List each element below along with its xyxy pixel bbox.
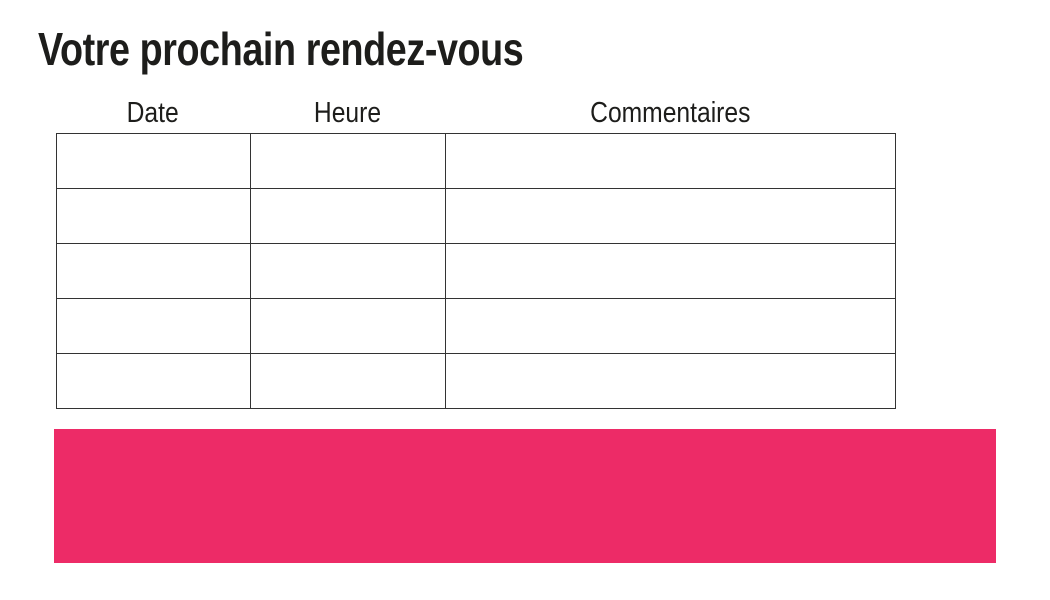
- table-cell-heure: [250, 133, 446, 189]
- table-row: [56, 243, 896, 299]
- table-cell-commentaires: [445, 298, 896, 354]
- table-row: [56, 298, 896, 354]
- column-header-date-label: Date: [126, 97, 180, 129]
- table-cell-heure: [250, 188, 446, 244]
- column-header-date: Date: [56, 96, 250, 130]
- table-cell-commentaires: [445, 188, 896, 244]
- table-cell-date: [56, 353, 251, 409]
- appointment-table-body: [56, 133, 896, 409]
- table-cell-date: [56, 188, 251, 244]
- page-title: Votre prochain rendez-vous: [38, 23, 524, 75]
- table-cell-heure: [250, 298, 446, 354]
- table-cell-date: [56, 243, 251, 299]
- column-header-commentaires-label: Commentaires: [589, 97, 751, 129]
- table-column-headers: Date Heure Commentaires: [56, 92, 895, 130]
- column-header-heure: Heure: [250, 96, 445, 130]
- column-header-commentaires: Commentaires: [445, 96, 895, 130]
- table-cell-commentaires: [445, 133, 896, 189]
- table-cell-heure: [250, 243, 446, 299]
- pink-banner: [54, 429, 996, 563]
- table-row: [56, 133, 896, 189]
- table-row: [56, 188, 896, 244]
- column-header-heure-label: Heure: [313, 97, 382, 129]
- table-cell-commentaires: [445, 353, 896, 409]
- table-cell-commentaires: [445, 243, 896, 299]
- table-row: [56, 353, 896, 409]
- table-cell-date: [56, 133, 251, 189]
- table-cell-heure: [250, 353, 446, 409]
- table-cell-date: [56, 298, 251, 354]
- appointment-table: [56, 133, 896, 409]
